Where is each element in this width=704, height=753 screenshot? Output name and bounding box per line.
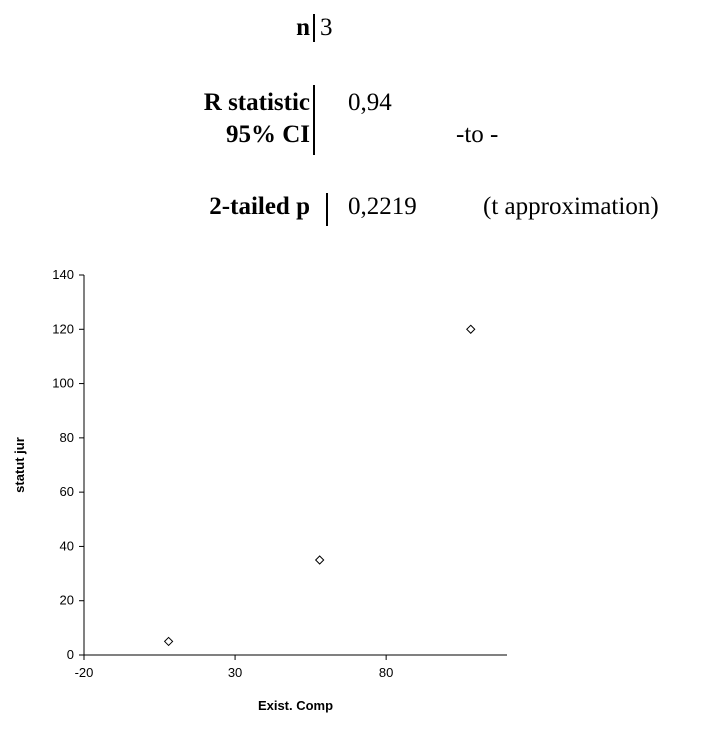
x-tick-label: -20	[75, 665, 94, 680]
n-value: 3	[320, 14, 333, 41]
x-tick-label: 80	[379, 665, 393, 680]
y-tick-label: 140	[52, 267, 74, 282]
y-tick-label: 100	[52, 376, 74, 391]
r-ci-divider	[313, 85, 315, 155]
n-label: n	[296, 14, 310, 41]
chart-axes	[83, 275, 507, 656]
r-statistic-label: R statistic	[203, 89, 310, 116]
data-point	[163, 636, 174, 647]
data-point	[314, 555, 325, 565]
y-tick-label: 40	[60, 538, 74, 553]
data-point	[466, 324, 476, 334]
data-points	[163, 324, 476, 647]
x-axis-label: Exist. Comp	[258, 698, 333, 713]
scatter-chart: 0 20 40 60 80 100 120 140 -20 30 80 Exist. Comp s…	[12, 267, 507, 713]
p-note: (t approximation)	[483, 193, 659, 220]
p-label: 2-tailed p	[209, 193, 310, 220]
ci-label: 95% CI	[225, 121, 310, 148]
n-divider	[313, 14, 315, 42]
p-value: 0,2219	[348, 193, 417, 220]
y-ticks: 0 20 40 60 80 100 120 140	[52, 267, 84, 662]
ci-value: -to -	[456, 121, 499, 148]
y-tick-label: 60	[60, 484, 74, 499]
y-tick-label: 120	[52, 321, 74, 336]
x-ticks: -20 30 80	[75, 655, 393, 680]
x-tick-label: 30	[228, 665, 242, 680]
y-tick-label: 80	[60, 430, 74, 445]
r-statistic-value: 0,94	[348, 89, 392, 116]
y-tick-label: 0	[67, 647, 74, 662]
y-axis-label: statut jur	[12, 437, 27, 493]
p-divider	[326, 193, 328, 226]
y-tick-label: 20	[60, 593, 74, 608]
